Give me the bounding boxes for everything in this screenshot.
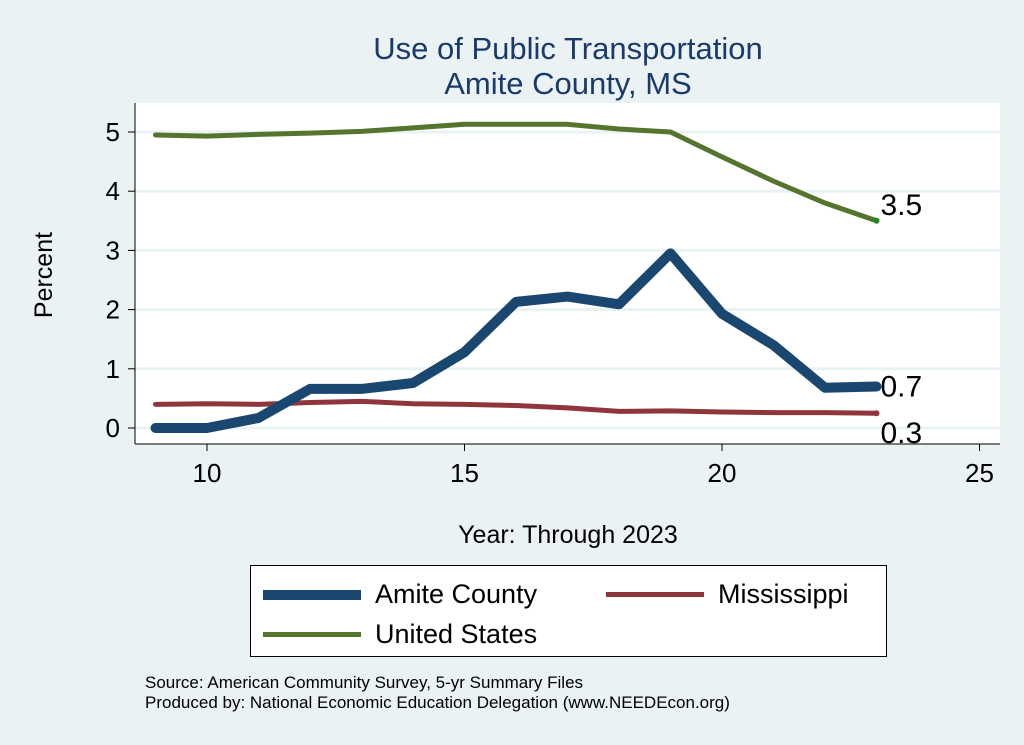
end-value-label: 3.5 — [881, 189, 923, 222]
series-line-amite-county — [150, 248, 882, 433]
produced-by-note: Produced by: National Economic Education… — [145, 693, 730, 712]
legend: Amite County Mississippi United States — [250, 565, 887, 657]
x-tick-label: 25 — [965, 458, 994, 488]
legend-item-amite-county: Amite County — [263, 579, 537, 610]
x-tick-label: 20 — [708, 458, 737, 488]
x-tick-label: 10 — [193, 458, 222, 488]
end-value-label: 0.3 — [881, 417, 923, 450]
y-tick-label: 5 — [106, 117, 120, 147]
legend-label: Mississippi — [718, 579, 849, 609]
y-tick-label: 1 — [106, 354, 120, 384]
series-line-united-states — [153, 121, 879, 224]
end-value-label: 0.7 — [881, 371, 923, 404]
x-axis-label: Year: Through 2023 — [458, 521, 678, 549]
end-point-marker — [873, 410, 880, 417]
legend-item-united-states: United States — [263, 619, 537, 650]
y-axis-label: Percent — [30, 232, 58, 318]
legend-swatch — [263, 632, 361, 637]
chart-title-line1: Use of Public Transportation — [373, 31, 762, 66]
end-point-marker — [873, 383, 880, 390]
y-tick-label: 4 — [106, 176, 120, 206]
legend-label: United States — [375, 619, 538, 649]
plot-area — [135, 103, 1000, 444]
x-tick-label: 15 — [450, 458, 479, 488]
y-tick-label: 3 — [106, 235, 120, 265]
legend-swatch — [606, 592, 704, 597]
legend-item-mississippi: Mississippi — [606, 579, 849, 610]
y-tick-label: 0 — [106, 413, 120, 443]
chart-title-line2: Amite County, MS — [444, 66, 692, 101]
legend-swatch — [263, 589, 361, 600]
end-point-marker — [873, 217, 880, 224]
y-tick-label: 2 — [106, 295, 120, 325]
legend-label: Amite County — [375, 579, 538, 609]
source-note: Source: American Community Survey, 5-yr … — [145, 673, 584, 692]
